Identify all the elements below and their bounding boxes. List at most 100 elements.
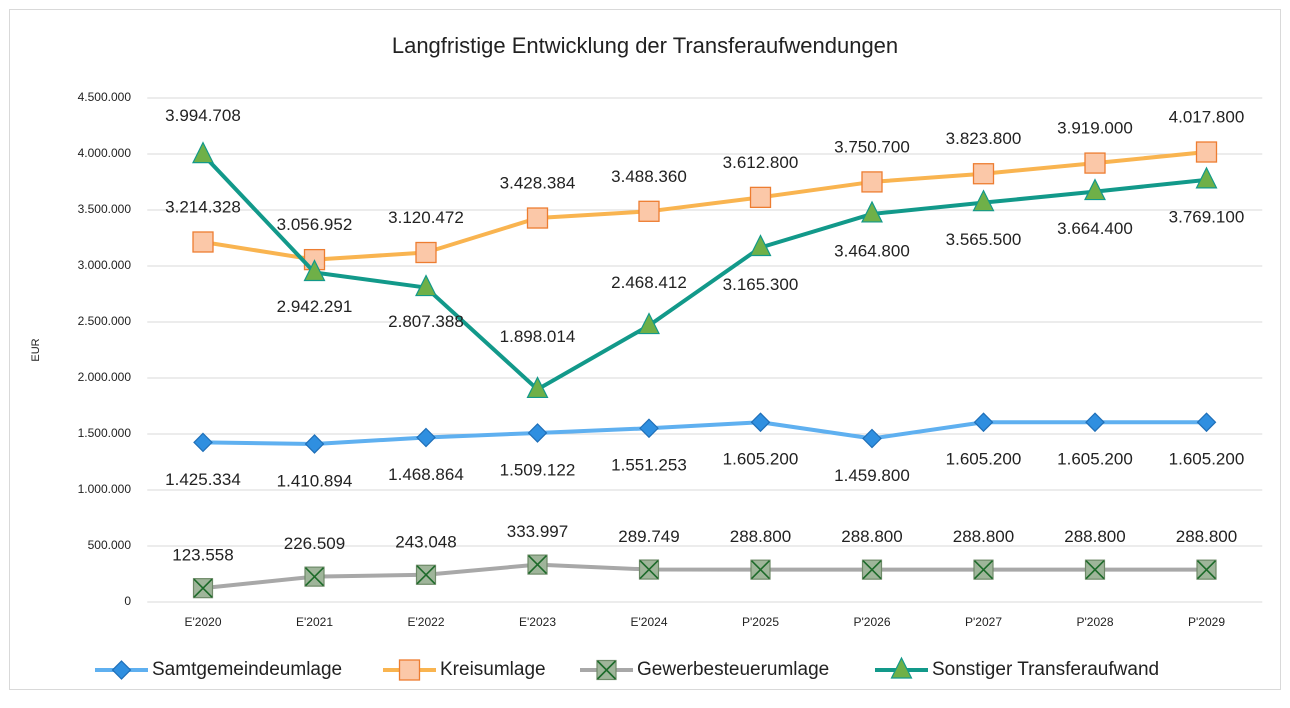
data-label: 4.017.800 — [1169, 107, 1245, 126]
data-label: 3.165.300 — [723, 275, 799, 294]
marker — [1195, 141, 1218, 163]
marker — [303, 259, 326, 282]
y-tick-label: 0 — [124, 594, 131, 608]
marker — [192, 578, 214, 599]
marker-cross — [862, 560, 882, 580]
legend-item: Kreisumlage — [383, 659, 546, 681]
data-label: 288.800 — [953, 527, 1014, 546]
data-label: 3.565.500 — [946, 230, 1022, 249]
marker — [527, 423, 548, 443]
marker — [973, 559, 994, 580]
data-label: 1.551.253 — [611, 456, 687, 475]
data-label: 1.459.800 — [834, 466, 910, 485]
legend-item: Samtgemeindeumlage — [95, 659, 342, 680]
data-label: 289.749 — [618, 527, 679, 546]
y-tick-label: 1.500.000 — [78, 426, 132, 440]
y-tick-label: 1.000.000 — [78, 482, 132, 496]
data-label: 3.120.472 — [388, 208, 464, 227]
data-label: 3.488.360 — [611, 167, 687, 186]
data-label: 288.800 — [730, 527, 791, 546]
line — [202, 420, 1207, 446]
marker-cross — [416, 565, 436, 585]
line — [202, 150, 1207, 262]
marker — [1085, 412, 1105, 433]
data-label: 1.425.334 — [165, 470, 241, 489]
legend-item: Sonstiger Transferaufwand — [875, 656, 1159, 680]
data-label: 3.428.384 — [500, 174, 576, 193]
data-label: 123.558 — [172, 546, 233, 565]
marker — [415, 274, 437, 297]
x-tick-label: P'2027 — [965, 615, 1002, 629]
data-label: 2.468.412 — [611, 273, 687, 292]
marker — [1195, 166, 1218, 189]
series — [192, 554, 1217, 599]
data-label: 3.214.328 — [165, 197, 241, 216]
marker — [638, 200, 660, 222]
line — [202, 562, 1207, 591]
marker-cross — [973, 560, 994, 580]
marker — [415, 564, 437, 585]
marker — [750, 412, 771, 433]
x-tick-label: P'2025 — [742, 615, 779, 629]
marker — [193, 432, 213, 453]
data-label: 3.056.952 — [277, 215, 353, 234]
marker — [192, 231, 214, 253]
marker — [972, 189, 995, 212]
marker — [638, 312, 660, 335]
marker — [1196, 412, 1217, 433]
data-label: 333.997 — [507, 522, 568, 541]
marker — [861, 559, 883, 580]
data-label: 1.605.200 — [1057, 450, 1133, 469]
x-tick-label: E'2023 — [519, 615, 556, 629]
chart-title: Langfristige Entwicklung der Transferauf… — [392, 33, 898, 58]
legend-label: Samtgemeindeumlage — [152, 659, 342, 680]
marker-cross — [750, 560, 771, 580]
data-label: 1.410.894 — [277, 471, 353, 490]
marker — [192, 141, 214, 164]
series — [192, 141, 1218, 399]
x-tick-label: E'2022 — [408, 615, 445, 629]
data-label: 288.800 — [841, 527, 902, 546]
x-tick-label: P'2028 — [1077, 615, 1114, 629]
marker-cross — [596, 660, 617, 680]
marker — [304, 434, 325, 454]
line — [201, 153, 1207, 392]
marker — [526, 376, 549, 399]
data-label: 1.898.014 — [500, 327, 576, 346]
marker — [861, 200, 883, 223]
marker — [527, 554, 548, 575]
data-label: 3.750.700 — [834, 137, 910, 156]
marker-cross — [304, 567, 325, 587]
legend-label: Sonstiger Transferaufwand — [932, 659, 1159, 680]
data-label: 1.509.122 — [500, 460, 576, 479]
marker — [304, 566, 325, 587]
y-tick-label: 500.000 — [88, 538, 132, 552]
y-tick-label: 4.000.000 — [78, 146, 132, 160]
marker — [415, 241, 437, 264]
marker — [416, 427, 436, 448]
x-tick-label: E'2020 — [185, 615, 222, 629]
marker — [973, 412, 994, 433]
data-label: 3.464.800 — [834, 241, 910, 260]
marker — [1196, 559, 1217, 580]
marker — [111, 660, 132, 680]
data-label: 1.605.200 — [723, 450, 799, 469]
data-label: 288.800 — [1176, 527, 1237, 546]
marker — [749, 186, 772, 209]
marker — [749, 234, 772, 257]
series — [192, 141, 1218, 271]
data-label: 3.612.800 — [723, 153, 799, 172]
marker — [890, 656, 913, 679]
data-label: 2.942.291 — [277, 297, 353, 316]
x-tick-label: E'2021 — [296, 615, 333, 629]
y-tick-label: 3.500.000 — [78, 202, 132, 216]
data-label: 1.605.200 — [946, 450, 1022, 469]
x-tick-label: P'2029 — [1188, 615, 1225, 629]
data-label: 226.509 — [284, 534, 345, 553]
marker-cross — [639, 559, 659, 580]
data-label: 243.048 — [395, 532, 456, 551]
marker — [596, 659, 617, 681]
data-label: 1.468.864 — [388, 465, 464, 484]
marker-cross — [1196, 560, 1217, 580]
x-tick-label: E'2024 — [631, 615, 668, 629]
